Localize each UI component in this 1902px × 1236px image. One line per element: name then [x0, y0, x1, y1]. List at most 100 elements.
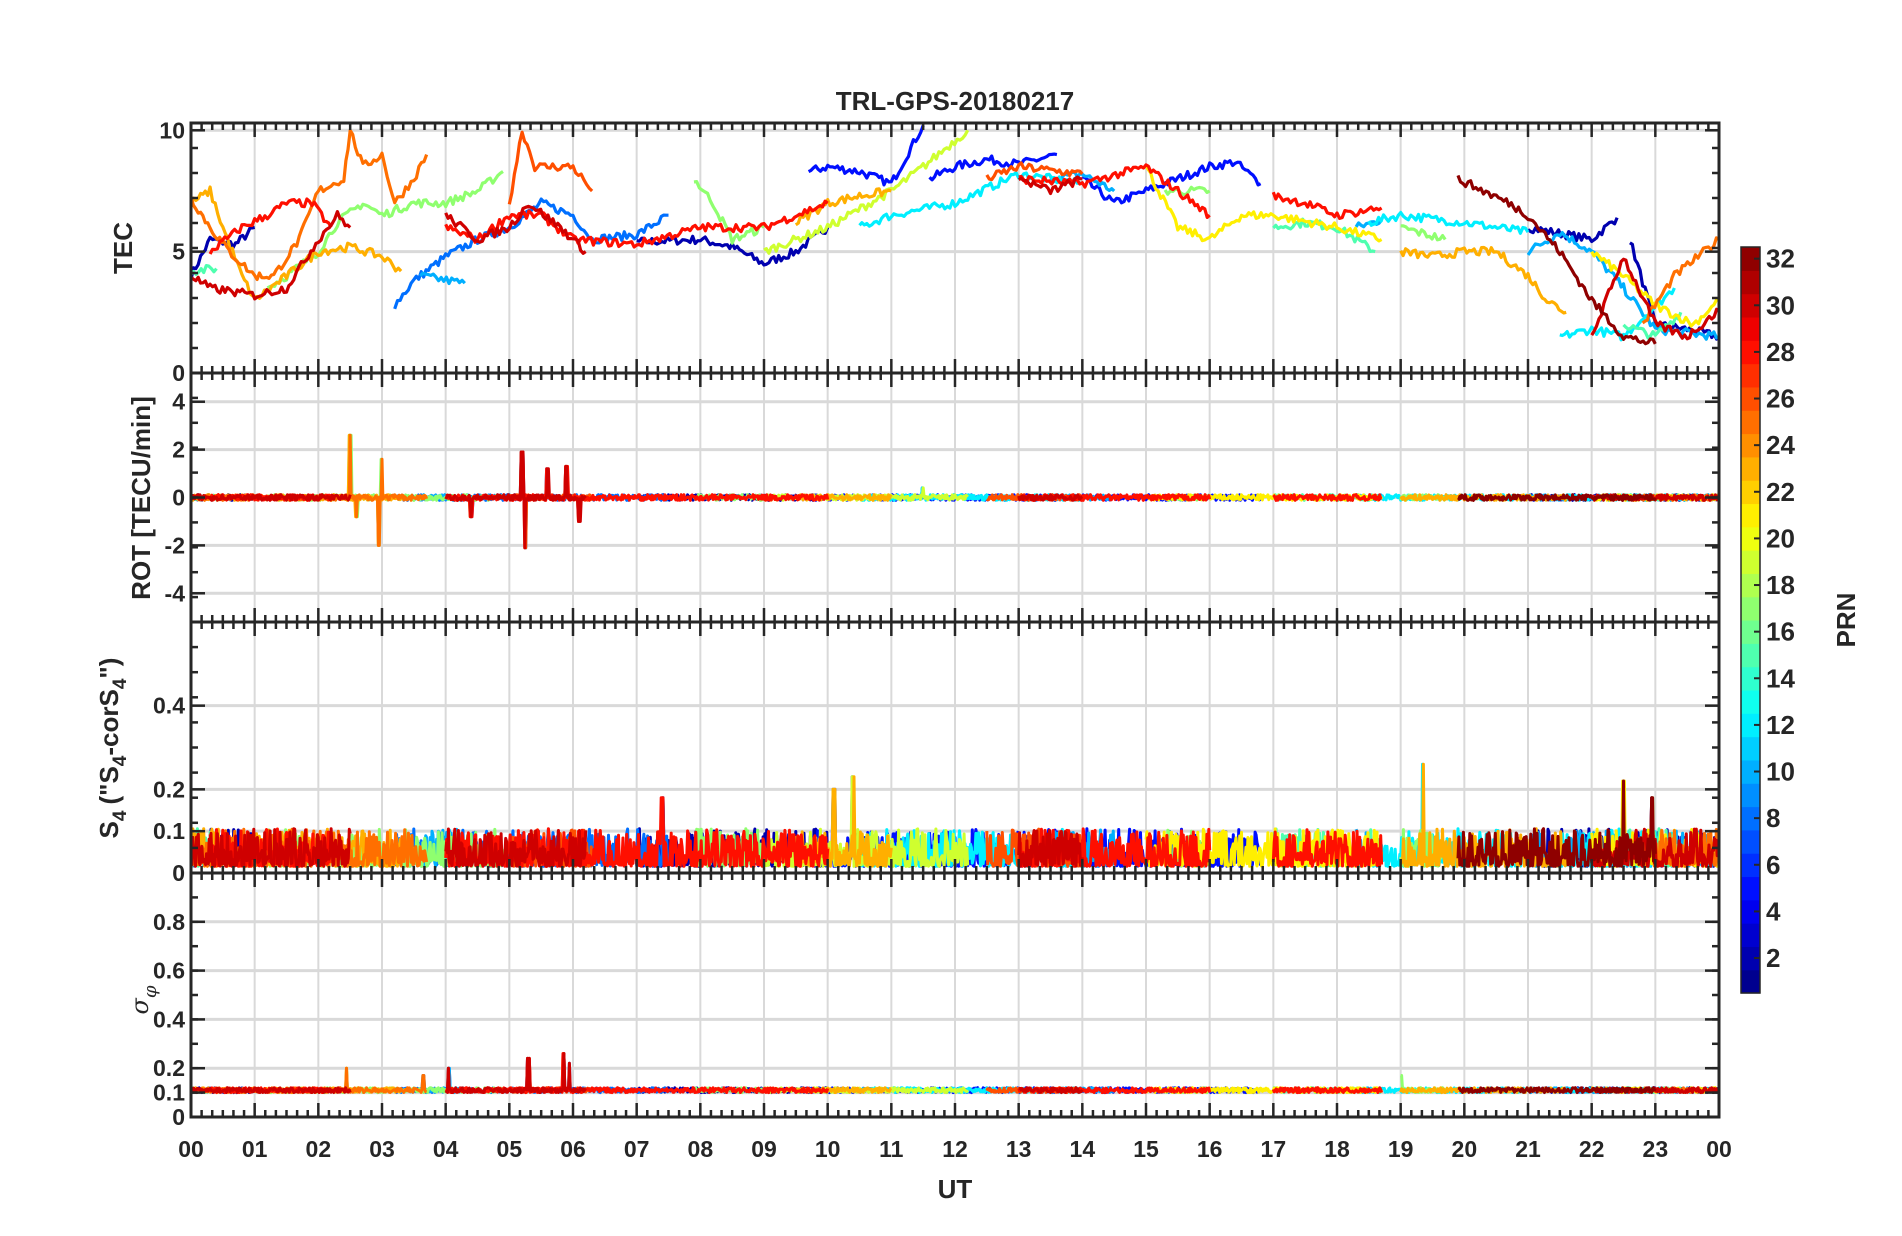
y-tick-label: 0.4 [153, 1006, 185, 1032]
sigma-line-prn30 [1018, 1086, 1084, 1095]
sigma-line-prn28 [1271, 1086, 1384, 1095]
tec-line-prn28 [208, 197, 333, 255]
rot-line-prn30 [1017, 493, 1084, 502]
x-tick-label: 11 [879, 1136, 904, 1162]
x-tick-label: 16 [1197, 1136, 1223, 1162]
data-layer [191, 762, 1719, 868]
x-tick-label: 05 [497, 1136, 523, 1162]
data-layer [191, 433, 1719, 550]
tec-line-prn8 [393, 197, 669, 310]
y-tick-label: 0.2 [153, 1055, 185, 1081]
tec-line-prn32 [1456, 174, 1657, 346]
rot-line-prn25 [191, 433, 429, 547]
data-layer [191, 1052, 1719, 1095]
tec-line-prn30 [444, 204, 587, 255]
colorbar-tick-label: 26 [1766, 384, 1795, 414]
x-tick-label: 21 [1515, 1136, 1541, 1162]
colorbar-swatch [1741, 806, 1760, 831]
colorbar-label: PRN [1831, 593, 1861, 648]
x-tick-label: 20 [1452, 1136, 1478, 1162]
tec-line-prn26 [507, 130, 594, 205]
colorbar-swatch [1741, 340, 1760, 365]
tec-line-prn21 [1590, 250, 1719, 328]
colorbar-swatch [1741, 316, 1760, 341]
colorbar-swatch [1741, 270, 1760, 295]
colorbar-swatch [1741, 969, 1760, 994]
x-tick-label: 07 [624, 1136, 650, 1162]
colorbar-tick-label: 16 [1766, 617, 1795, 647]
tec-line-prn30 [1590, 257, 1719, 341]
tec-line-prn17 [1163, 185, 1211, 197]
colorbar-tick-label: 24 [1766, 430, 1795, 460]
x-tick-label: 17 [1261, 1136, 1287, 1162]
tec-line-prn26 [985, 161, 1084, 182]
panel-sigma: 00.10.2 0.4 0.6 0.8 [153, 871, 1721, 1130]
ylabel-sigma: σφ [126, 985, 161, 1014]
x-tick-label: 00 [178, 1136, 204, 1162]
rot-line-prn23 [191, 433, 403, 547]
tec-line-prn2 [636, 226, 830, 267]
ylabel-s4-part: ("S [94, 766, 124, 804]
tec-line-prn25 [191, 128, 429, 282]
y-tick-label: 0 [172, 860, 185, 886]
colorbar-swatch [1741, 620, 1760, 644]
colorbar-swatch [1741, 643, 1760, 668]
colorbar-swatch [1741, 293, 1760, 318]
colorbar-swatch [1741, 247, 1760, 271]
colorbar-swatch [1741, 783, 1760, 808]
rot-line-prn28 [1272, 493, 1383, 502]
tec-line-prn15 [1622, 311, 1683, 340]
x-tick-label: 03 [369, 1136, 395, 1162]
colorbar-swatch [1741, 410, 1760, 435]
colorbar-tick-label: 2 [1766, 943, 1780, 973]
tec-line-prn21 [1144, 165, 1383, 243]
tec-line-prn23 [191, 185, 403, 300]
x-tick-label: 22 [1579, 1136, 1605, 1162]
colorbar-tick-label: 10 [1766, 757, 1795, 787]
y-tick-label: 0.6 [153, 958, 185, 984]
colorbar-swatch [1741, 759, 1760, 784]
colorbar-tick-label: 20 [1766, 523, 1795, 553]
panel-rot: -4 -2 0 2 4 [165, 371, 1721, 624]
colorbar-swatch [1741, 480, 1760, 505]
tec-line-prn15 [1272, 217, 1376, 254]
tec-line-prn12 [1367, 210, 1530, 235]
tec-line-prn17 [1400, 224, 1447, 242]
tec-line-prn23 [1399, 245, 1567, 315]
ylabel-s4-part: ") [94, 658, 124, 679]
colorbar-swatch [1741, 713, 1760, 738]
tec-line-prn2 [191, 225, 256, 281]
colorbar-swatch [1741, 689, 1760, 714]
colorbar-swatch [1741, 923, 1760, 947]
tec-line-prn28 [444, 199, 829, 249]
ylabel-s4-part: 4 [110, 678, 131, 689]
colorbar-tick-label: 30 [1766, 290, 1795, 320]
y-tick-label: 0 [172, 1104, 185, 1130]
colorbar-swatch [1741, 899, 1760, 924]
colorbar-tick-label: 12 [1766, 710, 1795, 740]
colorbar-swatch [1741, 946, 1760, 971]
y-tick-label: 0 [172, 360, 185, 386]
x-tick-label: 12 [942, 1136, 968, 1162]
sigma-line-prn32 [1457, 1086, 1657, 1095]
x-tick-label: 02 [306, 1136, 332, 1162]
colorbar-swatch [1741, 550, 1760, 574]
rot-line-prn30 [444, 450, 587, 550]
colorbar-swatch [1741, 363, 1760, 388]
y-tick-label: 10 [159, 117, 185, 143]
x-tick-label: 19 [1388, 1136, 1414, 1162]
x-tick-label: 00 [1706, 1136, 1732, 1162]
y-tick-label: 4 [172, 389, 185, 415]
colorbar-swatch [1741, 573, 1760, 598]
x-tick-label: 06 [560, 1136, 586, 1162]
tec-line-prn19 [763, 129, 970, 255]
panel-s4: 0 0.1 0.2 0.4 [153, 620, 1721, 886]
colorbar-swatch [1741, 666, 1760, 691]
tec-line-prn10 [419, 271, 466, 286]
s4-line-prn28 [1271, 828, 1384, 868]
y-tick-label: 0.4 [153, 693, 185, 719]
x-tick-label: 01 [242, 1136, 268, 1162]
ylabel-s4-part: 4 [110, 755, 131, 766]
